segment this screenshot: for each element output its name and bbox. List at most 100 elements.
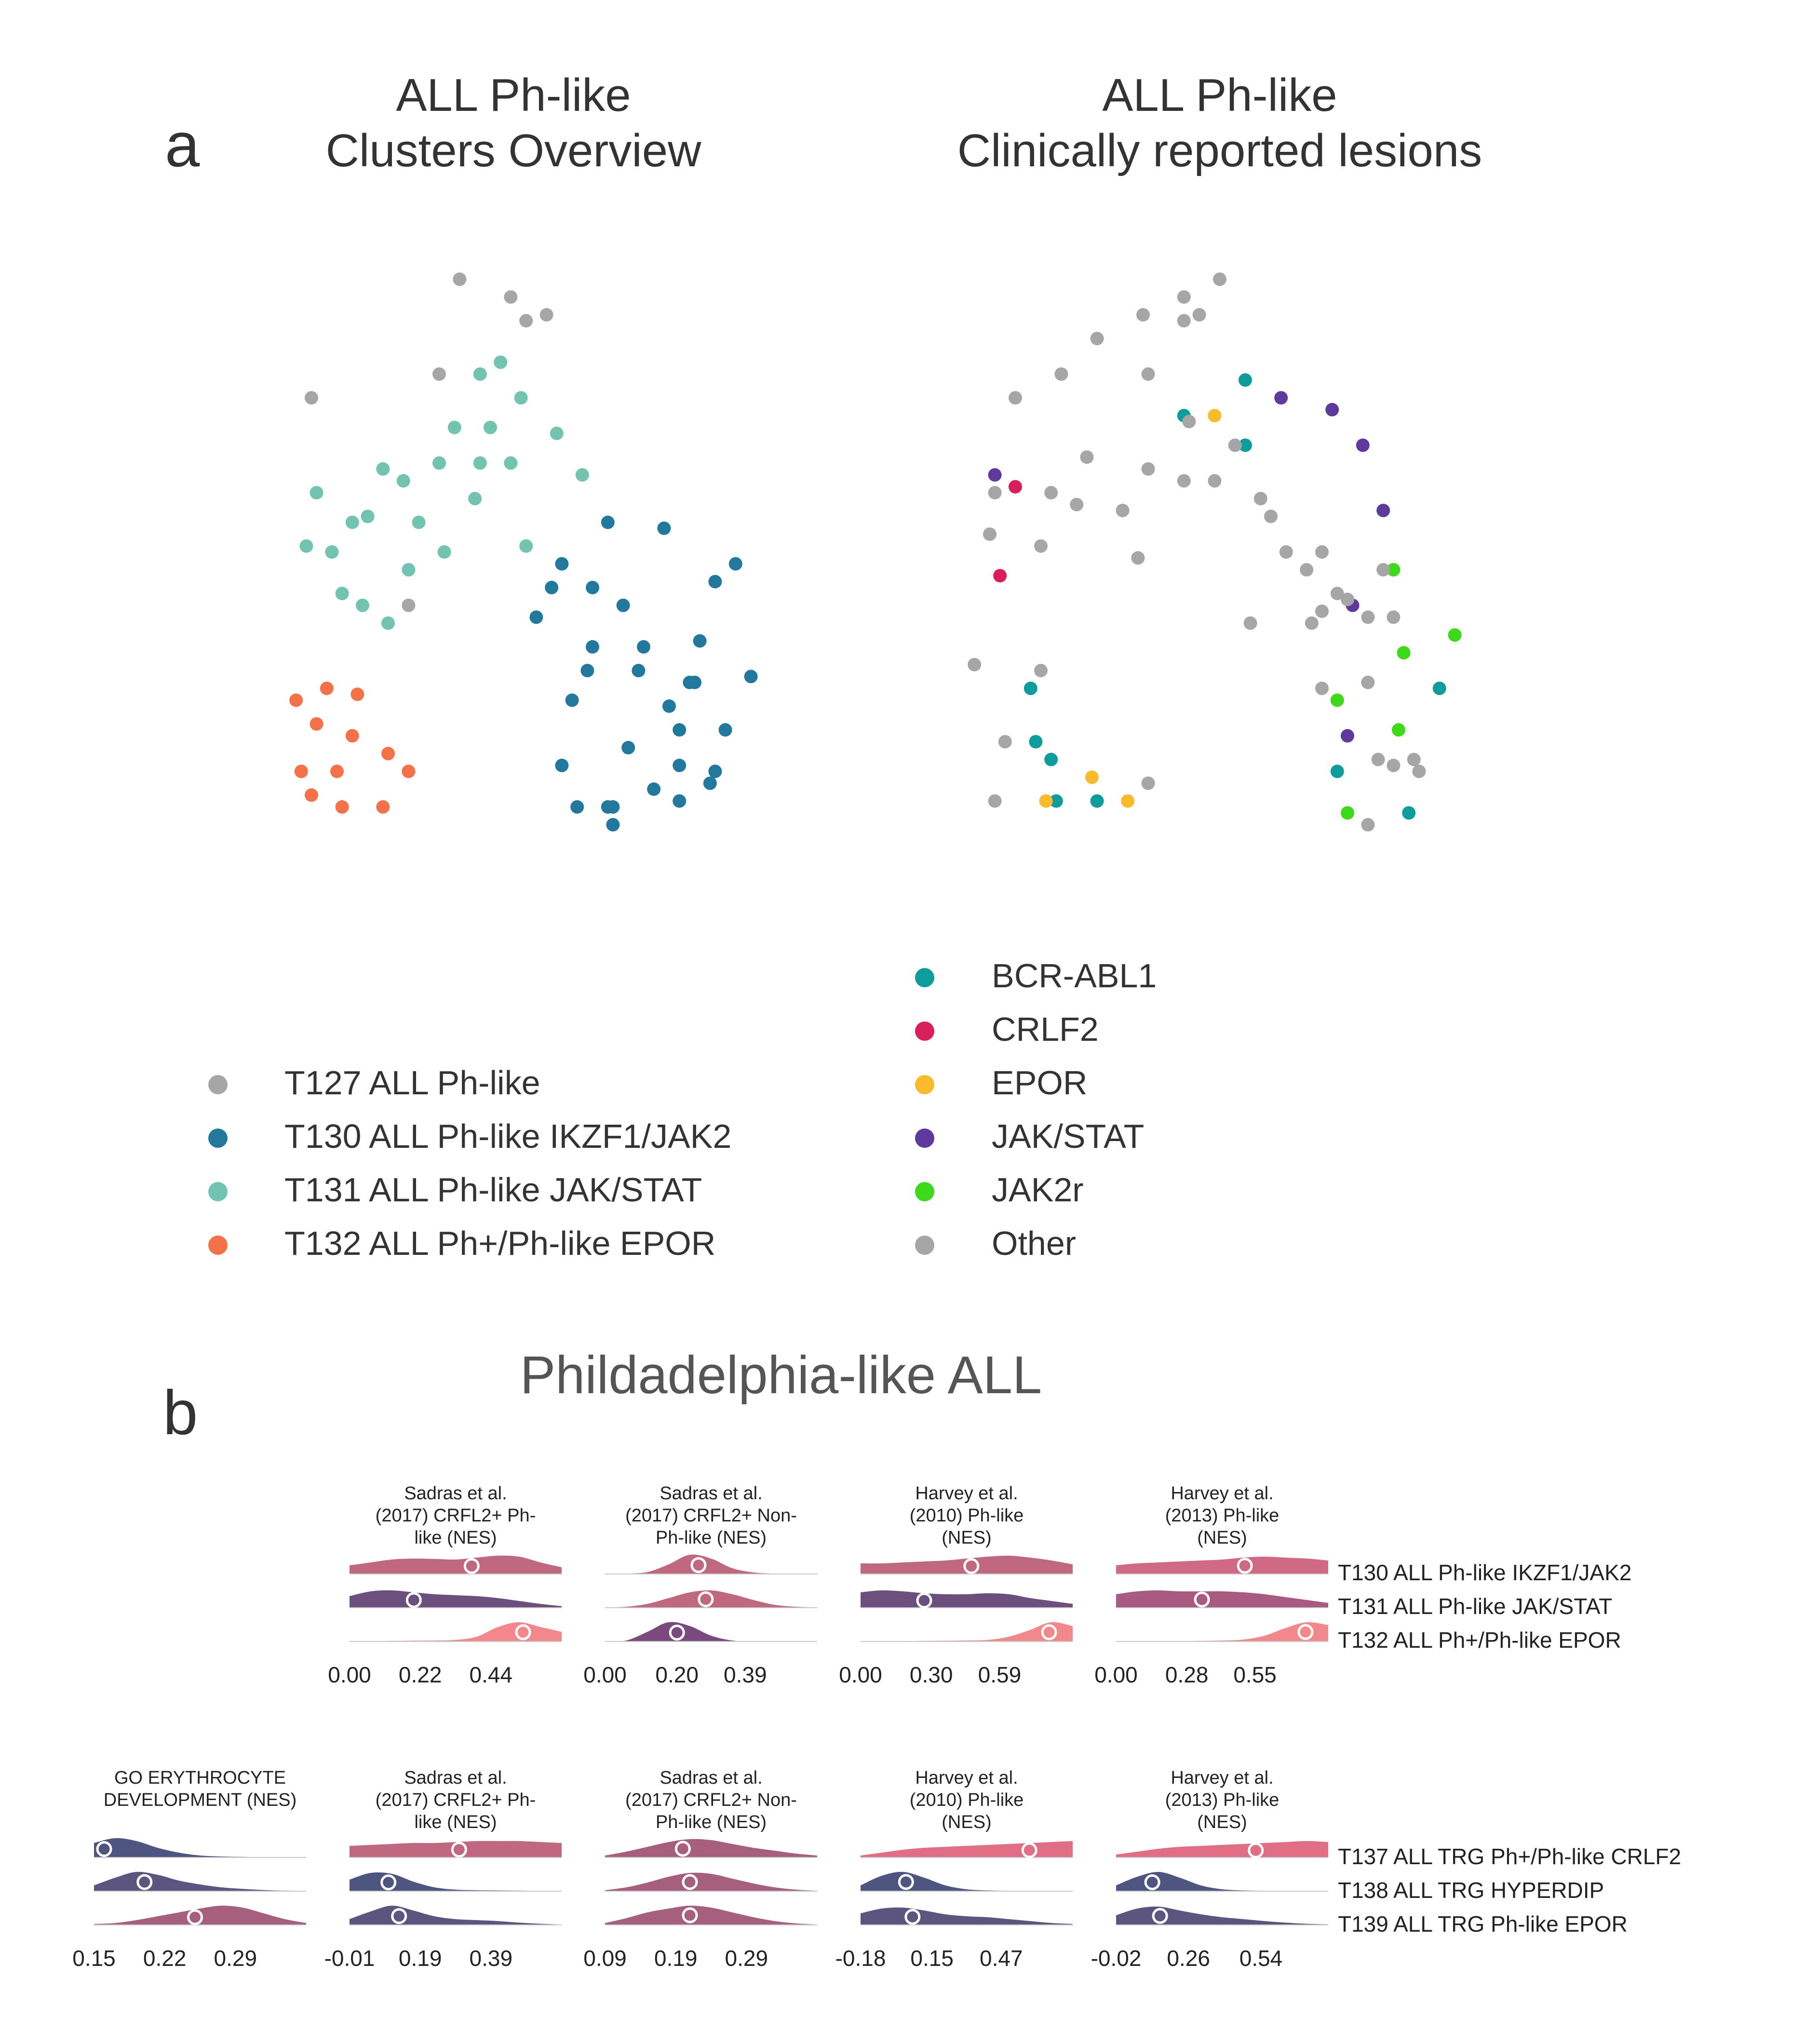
- left-title-line1: ALL Ph-like: [396, 69, 631, 121]
- facet-b-row1-0: Sadras et al.(2017) CRFL2+ Ph-like (NES)…: [328, 1483, 562, 1687]
- legend-label-jak2r: JAK2r: [992, 1171, 1084, 1209]
- point-t130-all-ph-like-ikzf1-jak2-13: [580, 664, 594, 677]
- facet-b-row2-3: Harvey et al.(2010) Ph-like(NES) -0.18 0.1…: [835, 1768, 1073, 1971]
- median-marker-b-row2-2-2: [682, 1907, 698, 1923]
- scatter-clusters-overview: [289, 272, 758, 832]
- median-marker-b-row2-2-0: [674, 1841, 691, 1857]
- facet-b-row2-4: Harvey et al.(2013) Ph-like(NES) -0.02 0.2…: [1091, 1768, 1328, 1971]
- facet-title-b-row2-2-0: Sadras et al.: [660, 1768, 762, 1788]
- point-other-4: [1192, 308, 1206, 322]
- point-t130-all-ph-like-ikzf1-jak2-20: [718, 723, 732, 737]
- ridge-b-row1-2-1: [861, 1590, 1073, 1608]
- ridge-b-row2-4-1: [1116, 1871, 1328, 1892]
- median-marker-b-row2-1-1: [380, 1874, 397, 1891]
- point-t131-all-ph-like-jak-stat-8: [504, 456, 518, 470]
- point-other-19: [1253, 492, 1267, 506]
- legend-dot-t127: [208, 1075, 228, 1094]
- point-bcr-abl1-3: [1024, 681, 1037, 695]
- legend-dot-jak-stat: [915, 1129, 934, 1148]
- point-other-25: [1315, 545, 1329, 559]
- point-t130-all-ph-like-ikzf1-jak2-4: [545, 580, 559, 594]
- facet-title-b-row2-3-0: Harvey et al.: [915, 1768, 1018, 1788]
- ridge-b-row2-2-0: [605, 1839, 817, 1857]
- point-other-13: [1177, 474, 1191, 488]
- legend-dot-other: [915, 1236, 934, 1255]
- median-marker-b-row2-3-0: [1021, 1842, 1037, 1858]
- point-t130-all-ph-like-ikzf1-jak2-15: [683, 675, 697, 689]
- median-marker-b-row2-3-1: [898, 1874, 914, 1890]
- legend-dot-t131: [208, 1182, 228, 1201]
- median-marker-b-row2-3-2: [904, 1909, 921, 1925]
- facet-title-b-row2-1-2: like (NES): [414, 1812, 497, 1832]
- point-t130-all-ph-like-ikzf1-jak2-6: [708, 575, 722, 589]
- point-other-1: [1177, 290, 1191, 304]
- tick-label-b-row2-2-2: 0.29: [725, 1946, 768, 1971]
- point-jak2r-1: [1448, 628, 1462, 642]
- point-t130-all-ph-like-ikzf1-jak2-7: [616, 598, 630, 612]
- tick-label-b-row2-1-2: 0.39: [470, 1946, 513, 1971]
- point-t130-all-ph-like-ikzf1-jak2-24: [708, 765, 722, 779]
- ridge-b-row1-1-2: [605, 1622, 817, 1642]
- tick-label-b-row1-1-1: 0.20: [655, 1662, 699, 1687]
- median-marker-b-row1-2-2: [1041, 1624, 1057, 1641]
- median-marker-b-row2-4-1: [1144, 1874, 1160, 1890]
- point-t132-all-ph-ph-like-epor-11: [376, 800, 390, 814]
- point-t132-all-ph-ph-like-epor-8: [402, 765, 416, 779]
- facet-title-b-row1-2-1: (2010) Ph-like: [910, 1506, 1024, 1526]
- ridge-b-row1-0-1: [350, 1590, 562, 1608]
- facet-title-b-row2-3-2: (NES): [942, 1812, 991, 1832]
- median-marker-b-row1-1-1: [698, 1591, 714, 1607]
- facet-title-b-row2-2-2: Ph-like (NES): [656, 1812, 767, 1832]
- point-t130-all-ph-like-ikzf1-jak2-10: [637, 640, 650, 654]
- tick-label-b-row2-4-2: 0.54: [1239, 1946, 1283, 1971]
- legend-dot-bcr-abl1: [915, 968, 934, 987]
- ridge-b-row1-2-0: [861, 1555, 1073, 1574]
- point-other-15: [988, 486, 1002, 499]
- point-t131-all-ph-like-jak-stat-2: [514, 391, 528, 405]
- tick-label-b-row2-1-0: -0.01: [324, 1946, 375, 1971]
- point-other-6: [1141, 367, 1155, 381]
- point-jak-stat-6: [1341, 729, 1354, 743]
- point-t130-all-ph-like-ikzf1-jak2-12: [632, 664, 646, 677]
- legend-label-t130: T130 ALL Ph-like IKZF1/JAK2: [284, 1117, 731, 1155]
- point-t131-all-ph-like-jak-stat-3: [484, 420, 497, 434]
- tick-label-b-row1-2-0: 0.00: [839, 1662, 882, 1687]
- tick-label-b-row1-0-2: 0.44: [470, 1662, 513, 1687]
- point-t131-all-ph-like-jak-stat-14: [361, 510, 375, 524]
- point-other-24: [1279, 545, 1293, 559]
- point-other-40: [988, 794, 1002, 808]
- point-other-17: [1070, 498, 1084, 511]
- ridge-b-row2-2-2: [605, 1905, 817, 1925]
- point-t130-all-ph-like-ikzf1-jak2-27: [703, 776, 717, 790]
- median-marker-b-row2-2-1: [682, 1874, 698, 1890]
- point-other-42: [1371, 753, 1385, 766]
- point-jak2r-5: [1341, 806, 1354, 820]
- left-title-line2: Clusters Overview: [326, 125, 702, 176]
- median-marker-b-row2-0-2: [187, 1909, 203, 1925]
- tick-label-b-row1-2-1: 0.30: [910, 1662, 953, 1687]
- facet-title-b-row1-1-2: Ph-like (NES): [656, 1528, 767, 1548]
- facet-title-b-row2-0-0: GO ERYTHROCYTE: [114, 1768, 286, 1788]
- ridge-b-row1-0-2: [350, 1622, 562, 1641]
- point-t127-all-ph-like-3: [519, 314, 533, 328]
- tick-label-b-row2-3-2: 0.47: [980, 1946, 1023, 1971]
- point-jak2r-0: [1387, 563, 1401, 577]
- ridge-b-row1-0-0: [350, 1555, 562, 1574]
- row-label-t137: T137 ALL TRG Ph+/Ph-like CRLF2: [1338, 1844, 1681, 1869]
- right-title-line1: ALL Ph-like: [1102, 69, 1337, 121]
- point-other-29: [1376, 563, 1390, 577]
- point-other-41: [1141, 776, 1155, 790]
- ridge-plots: Sadras et al.(2017) CRFL2+ Ph-like (NES)…: [72, 1483, 1328, 1971]
- median-marker-b-row2-4-2: [1152, 1908, 1168, 1924]
- median-marker-b-row2-0-0: [96, 1841, 112, 1857]
- facet-b-row1-3: Harvey et al.(2013) Ph-like(NES) 0.00 0.28…: [1094, 1483, 1328, 1687]
- point-other-5: [1090, 332, 1104, 346]
- point-t131-all-ph-like-jak-stat-17: [345, 515, 359, 529]
- point-t130-all-ph-like-ikzf1-jak2-18: [662, 699, 676, 713]
- point-t130-all-ph-like-ikzf1-jak2-16: [565, 693, 579, 707]
- point-t132-all-ph-ph-like-epor-6: [294, 765, 308, 779]
- point-jak2r-2: [1397, 646, 1411, 660]
- point-other-11: [1080, 450, 1094, 464]
- median-marker-b-row1-2-1: [916, 1592, 932, 1609]
- median-marker-b-row1-3-1: [1194, 1591, 1210, 1608]
